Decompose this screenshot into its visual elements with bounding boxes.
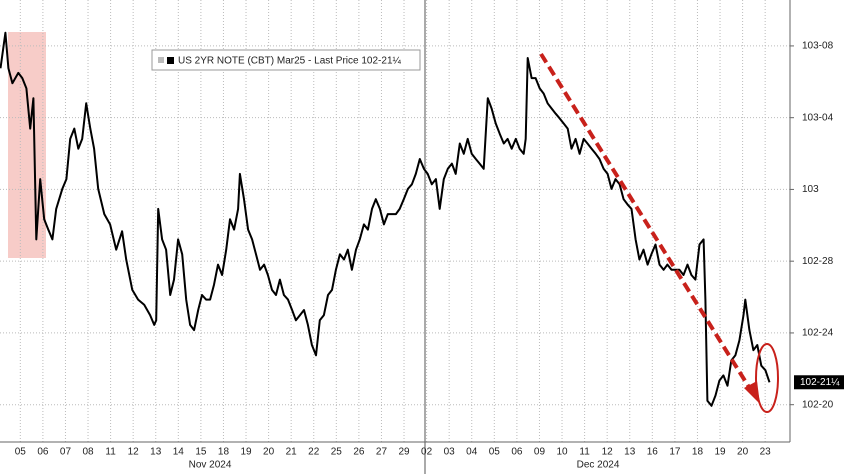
x-tick-label: 05	[15, 447, 27, 458]
y-tick-label: 103-08	[802, 41, 834, 52]
plot	[0, 31, 771, 407]
y-tick-label: 102-20	[802, 399, 834, 410]
last-price-box	[794, 375, 844, 390]
x-tick-label: 04	[466, 447, 478, 458]
trend-arrow	[539, 52, 754, 394]
x-tick-label: 18	[218, 447, 230, 458]
x-tick-label: 25	[331, 447, 343, 458]
x-tick-label: 06	[511, 447, 523, 458]
legend: US 2YR NOTE (CBT) Mar25 - Last Price 102…	[151, 49, 421, 71]
x-tick-label: 10	[556, 447, 568, 458]
x-tick-label: 11	[105, 447, 116, 458]
y-tick-label: 102-28	[802, 256, 834, 267]
y-tick-label: 102-24	[802, 328, 834, 339]
x-tick-label: 14	[173, 447, 185, 458]
x-tick-label: 06	[37, 447, 49, 458]
x-tick-label: 05	[489, 447, 501, 458]
x-tick-label: 20	[263, 447, 275, 458]
x-tick-label: 09	[534, 447, 546, 458]
x-tick-label: 13	[624, 447, 636, 458]
x-tick-label: 12	[602, 447, 614, 458]
x-tick-label: 26	[353, 447, 365, 458]
x-tick-label: 07	[60, 447, 72, 458]
legend-box	[151, 49, 421, 71]
y-tick-label: 103-04	[802, 112, 834, 123]
x-tick-label: 12	[128, 447, 140, 458]
x-tick-label: 11	[579, 447, 590, 458]
last-price-label: 102-21¼	[800, 376, 840, 388]
x-tick-label: 21	[286, 447, 298, 458]
x-tick-label: 18	[692, 447, 704, 458]
month-label: Nov 2024	[189, 460, 232, 471]
x-tick-label: 29	[398, 447, 410, 458]
month-label: Dec 2024	[577, 460, 620, 471]
legend-label: US 2YR NOTE (CBT) Mar25 - Last Price 102…	[178, 55, 402, 67]
x-tick-label: 23	[760, 447, 772, 458]
x-tick-label: 16	[647, 447, 659, 458]
x-tick-label: 19	[714, 447, 726, 458]
highlight-region	[8, 32, 46, 258]
x-tick-label: 15	[195, 447, 207, 458]
x-tick-label: 22	[308, 447, 320, 458]
x-tick-label: 08	[82, 447, 94, 458]
x-tick-label: 20	[737, 447, 749, 458]
x-tick-label: 17	[669, 447, 681, 458]
x-tick-label: 27	[376, 447, 388, 458]
price-line	[0, 31, 771, 407]
legend-swatch	[167, 57, 174, 64]
highlight-ellipse	[755, 343, 779, 413]
x-tick-label: 13	[150, 447, 162, 458]
y-tick-label: 103	[802, 184, 819, 195]
x-tick-label: 19	[240, 447, 252, 458]
x-tick-label: 02	[421, 447, 433, 458]
x-tick-label: 03	[444, 447, 456, 458]
legend-icon	[158, 57, 164, 63]
